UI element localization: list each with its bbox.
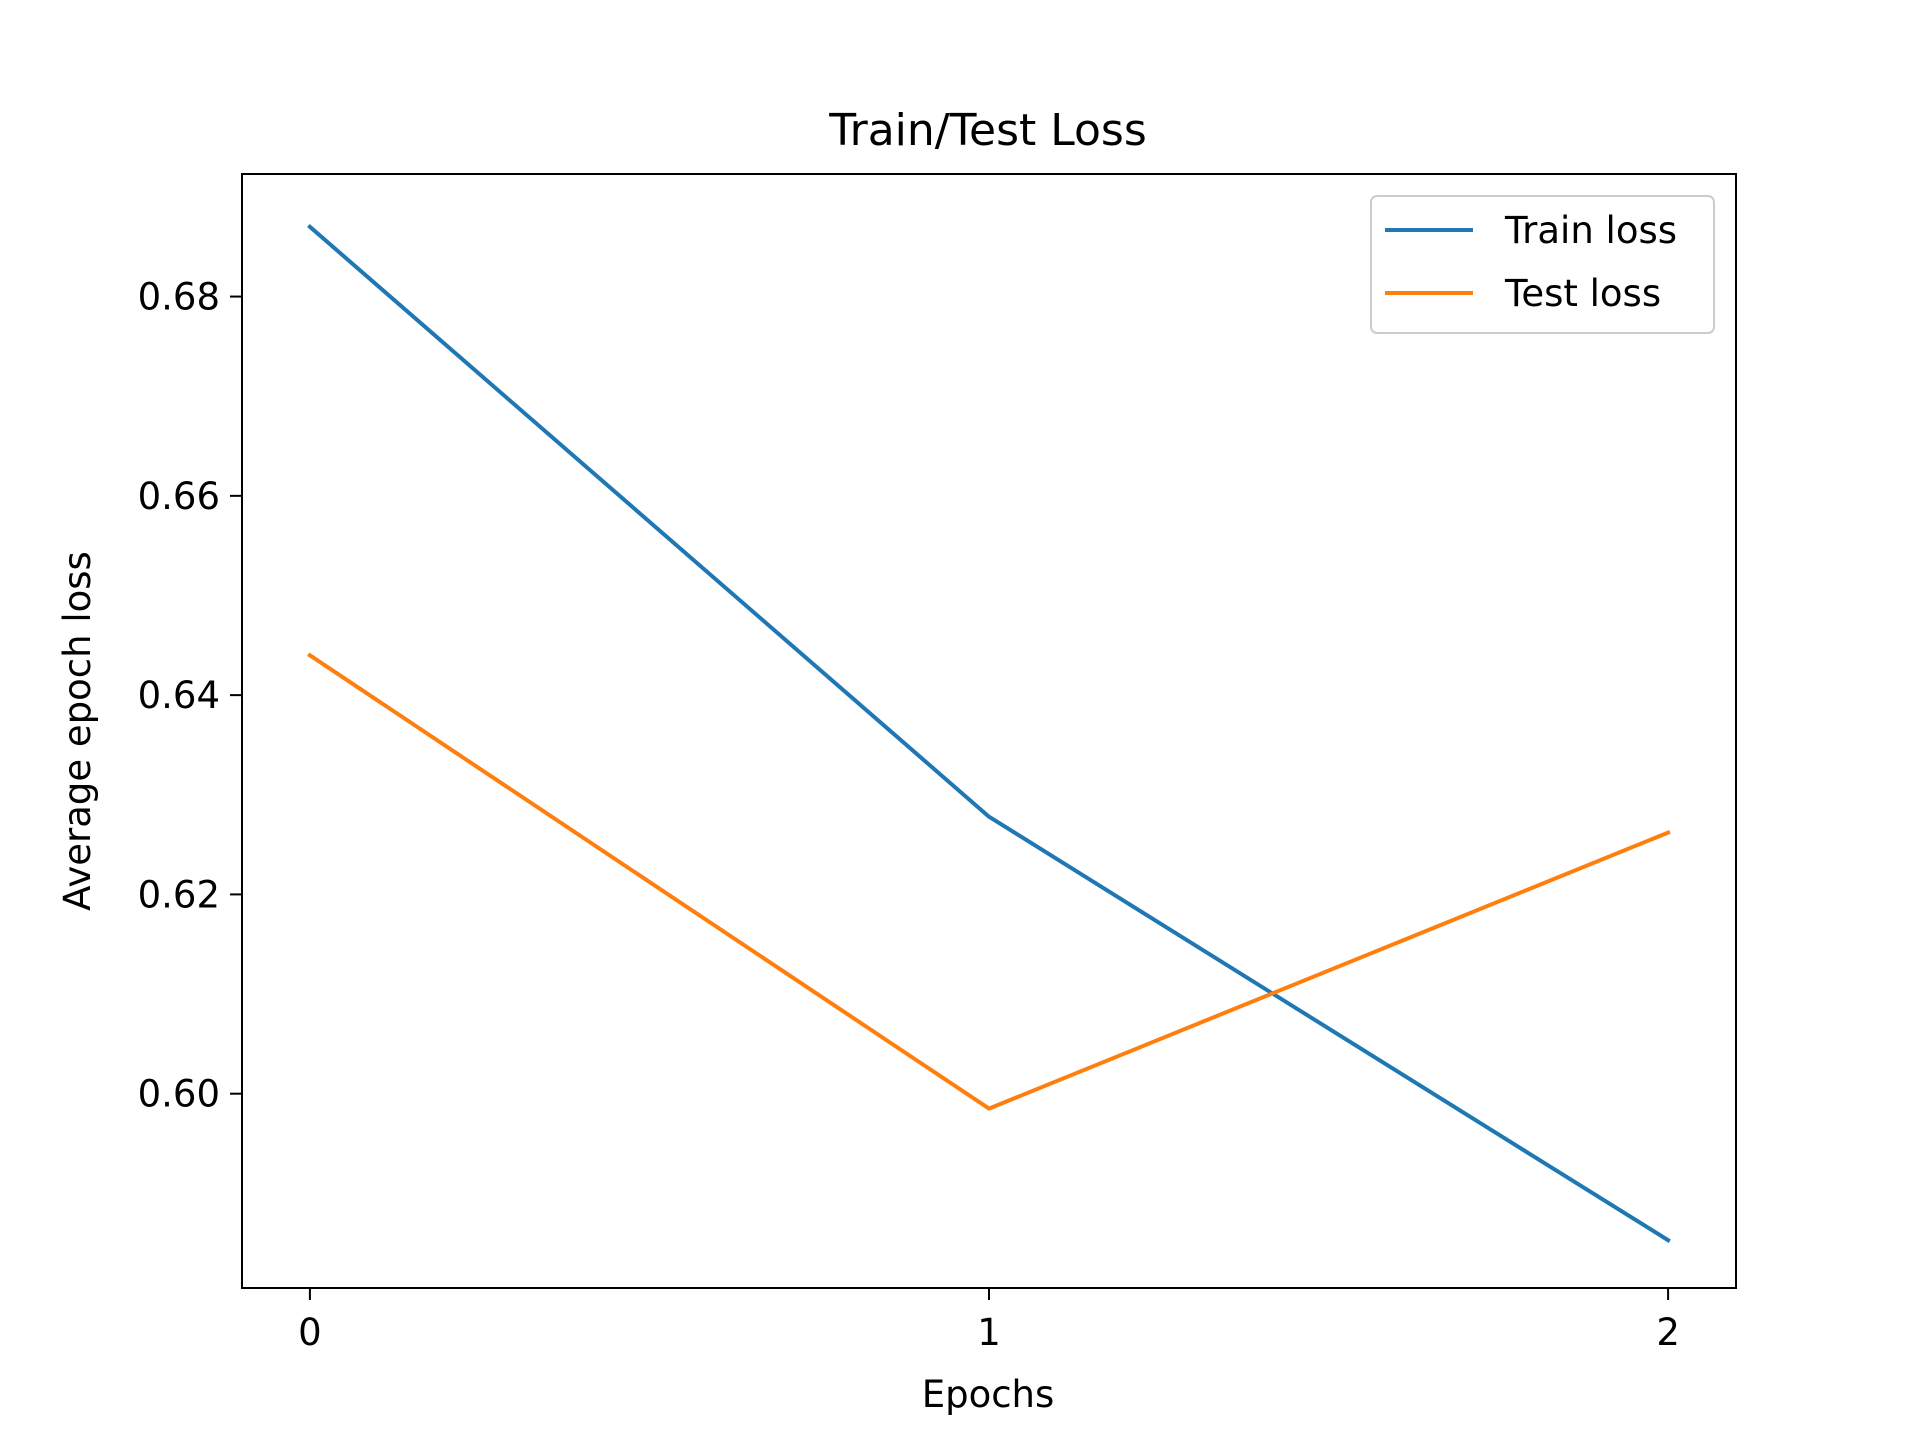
series-layer bbox=[307, 223, 1671, 1243]
y-tick-label: 0.66 bbox=[138, 475, 220, 518]
y-axis-label: Average epoch loss bbox=[56, 551, 99, 911]
x-tick-label: 1 bbox=[977, 1311, 1001, 1354]
x-tick-label: 2 bbox=[1656, 1311, 1680, 1354]
x-tick-label: 0 bbox=[298, 1311, 322, 1354]
legend: Train loss Test loss bbox=[1370, 195, 1715, 334]
chart-title: Train/Test Loss bbox=[828, 105, 1147, 156]
y-tick-label: 0.62 bbox=[138, 873, 220, 916]
legend-label-train-loss: Train loss bbox=[1504, 209, 1677, 252]
y-tick-label: 0.60 bbox=[138, 1073, 220, 1116]
x-axis-label: Epochs bbox=[922, 1373, 1055, 1416]
y-tick-label: 0.64 bbox=[138, 674, 220, 717]
series-line-test-loss bbox=[307, 652, 1671, 1111]
y-axis-ticks: 0.60 0.62 0.64 0.66 0.68 bbox=[138, 276, 242, 1116]
series-line-train-loss bbox=[307, 223, 1671, 1243]
y-tick-label: 0.68 bbox=[138, 276, 220, 319]
x-axis-ticks: 0 1 2 bbox=[298, 1288, 1680, 1354]
legend-label-test-loss: Test loss bbox=[1504, 272, 1661, 315]
